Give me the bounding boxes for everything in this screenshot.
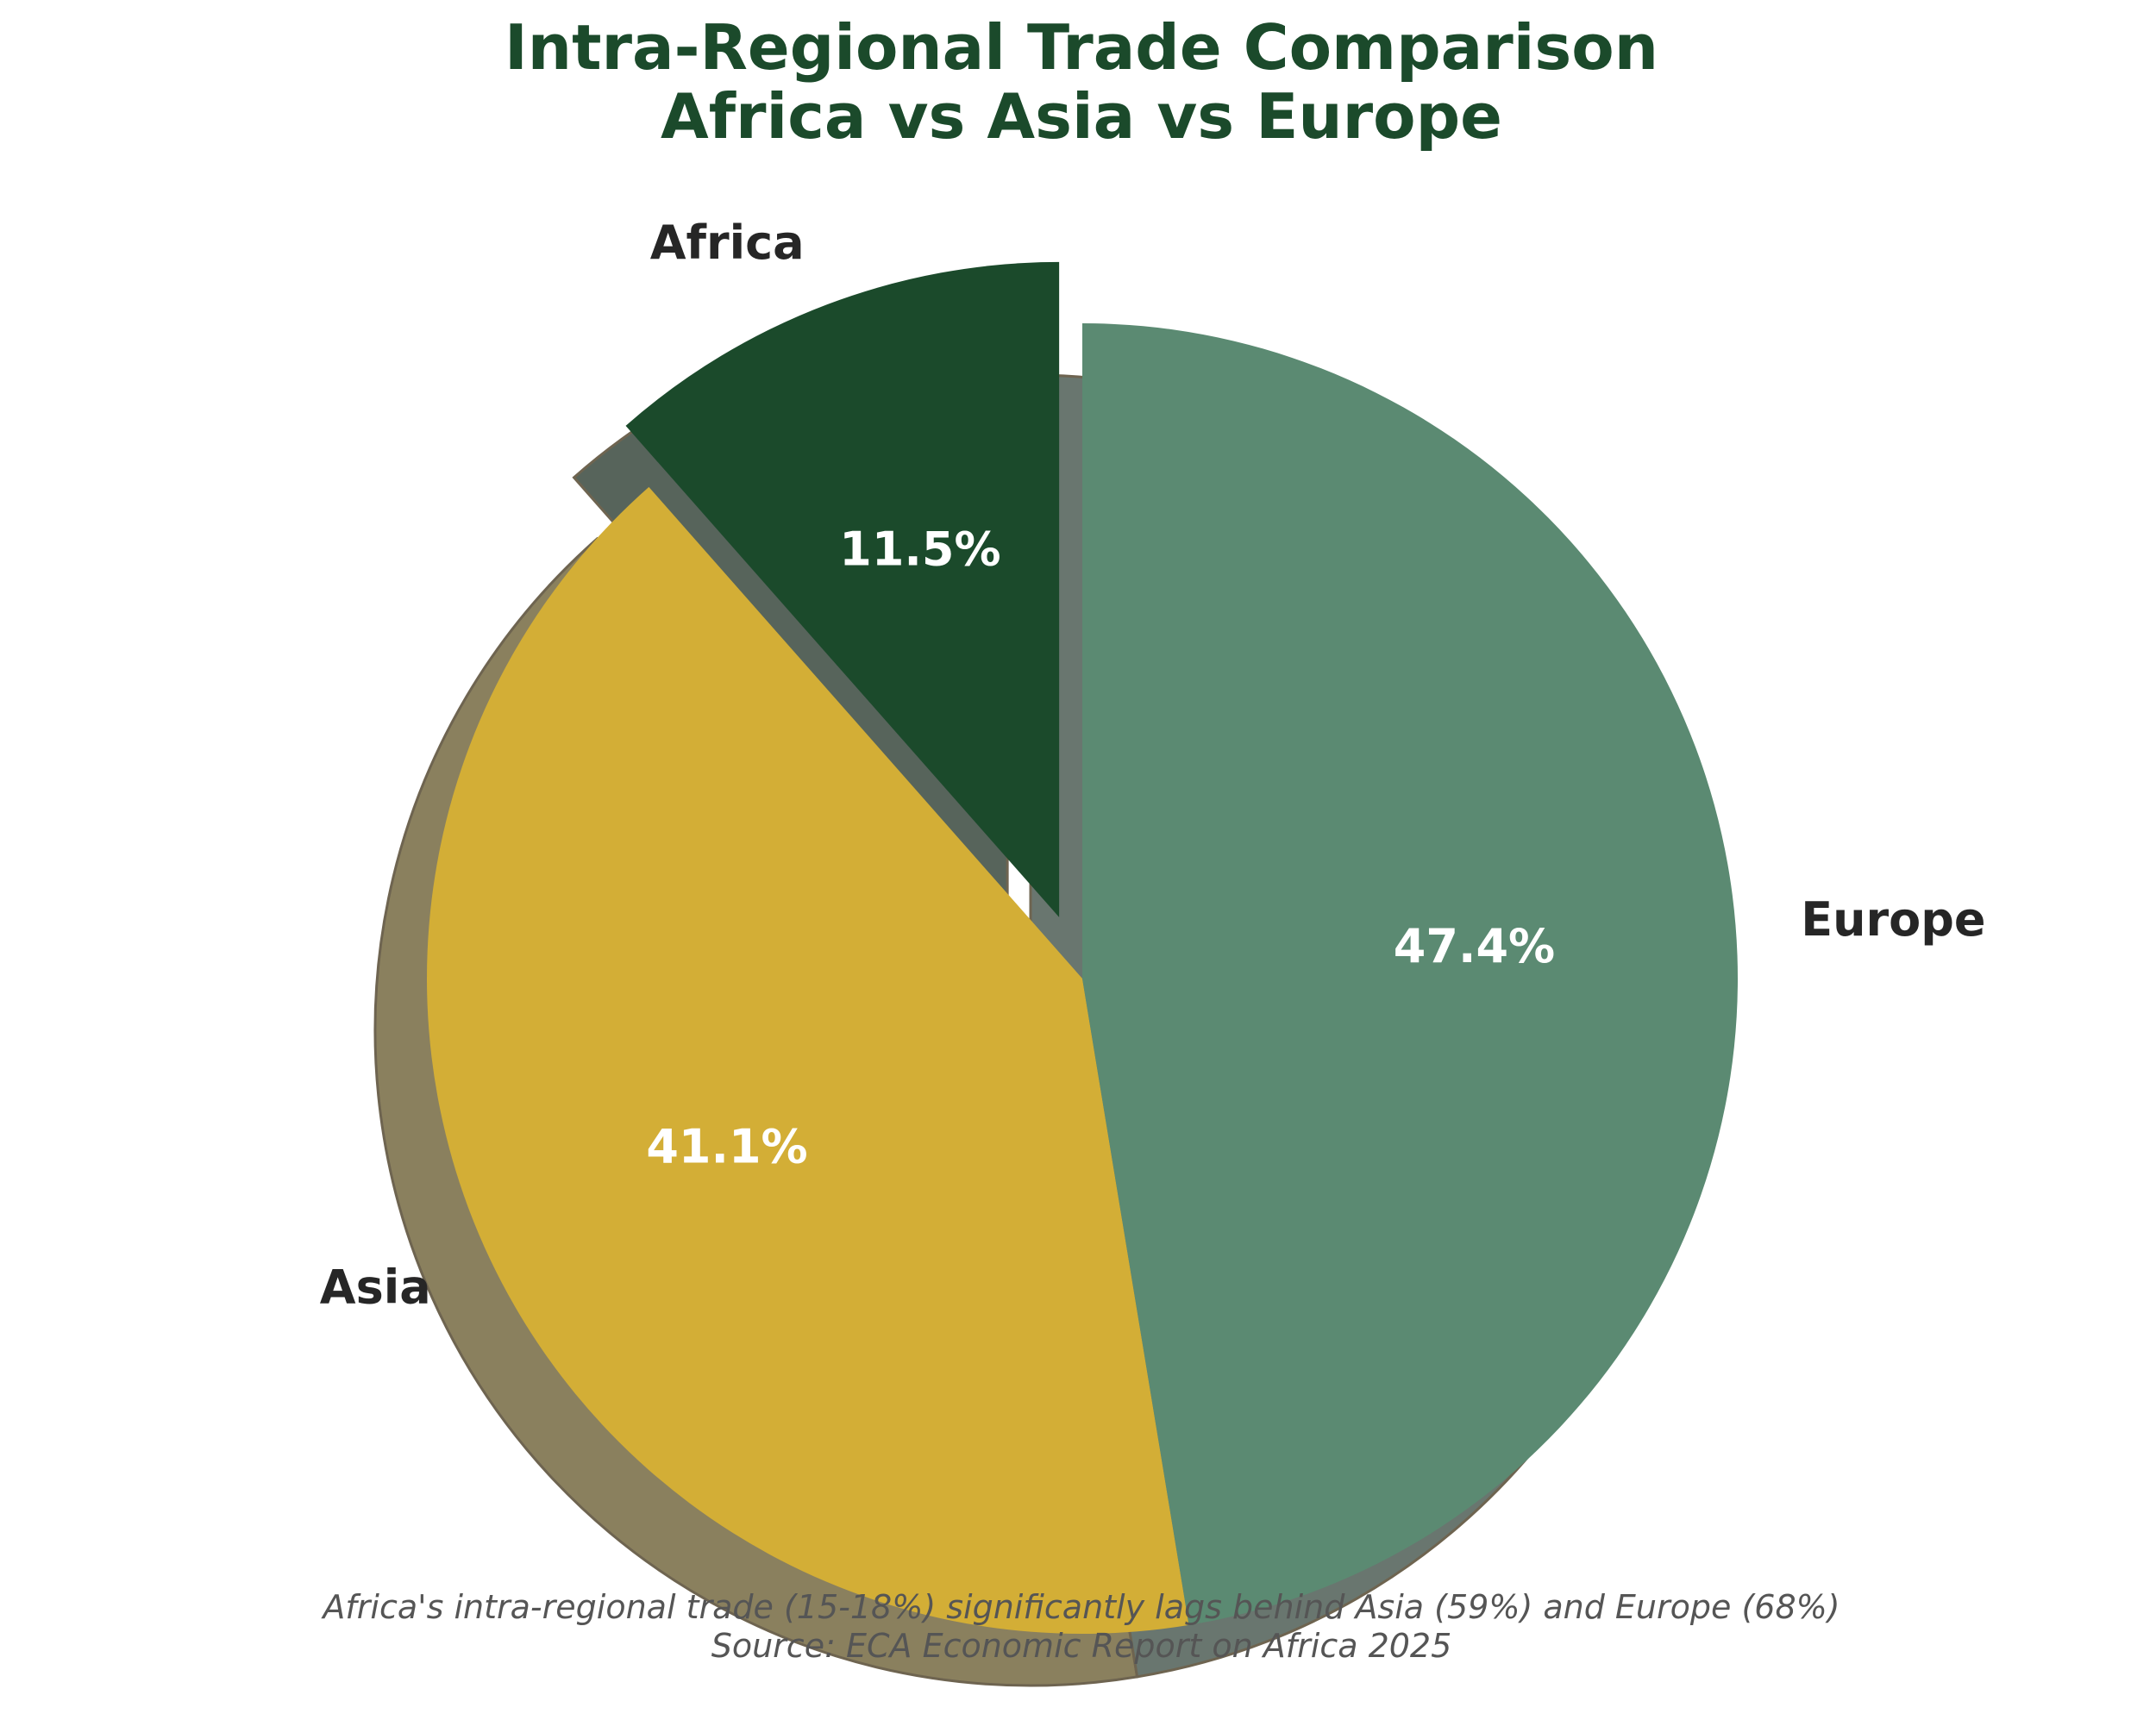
chart-title-line-1: Intra-Regional Trade Comparison [505,11,1658,84]
slice-labels: Africa Asia Europe [320,216,1986,1314]
slice-asia [426,486,1189,1635]
label-africa: Africa [650,216,805,270]
pie-slices [426,261,1739,1635]
chart-title-line-2: Africa vs Asia vs Europe [661,80,1502,153]
footnote-line-2: Source: ECA Economic Report on Africa 20… [711,1627,1452,1665]
percent-asia: 41.1% [646,1119,807,1173]
label-europe: Europe [1801,892,1985,947]
footnote-line-1: Africa's intra-regional trade (15-18%) s… [320,1588,1839,1626]
percent-africa: 11.5% [839,522,1000,576]
slice-africa [625,261,1060,917]
percent-labels: 11.5% 41.1% 47.4% [646,522,1555,1173]
slice-europe [1082,323,1739,1625]
label-asia: Asia [320,1260,431,1314]
percent-europe: 47.4% [1394,919,1555,973]
